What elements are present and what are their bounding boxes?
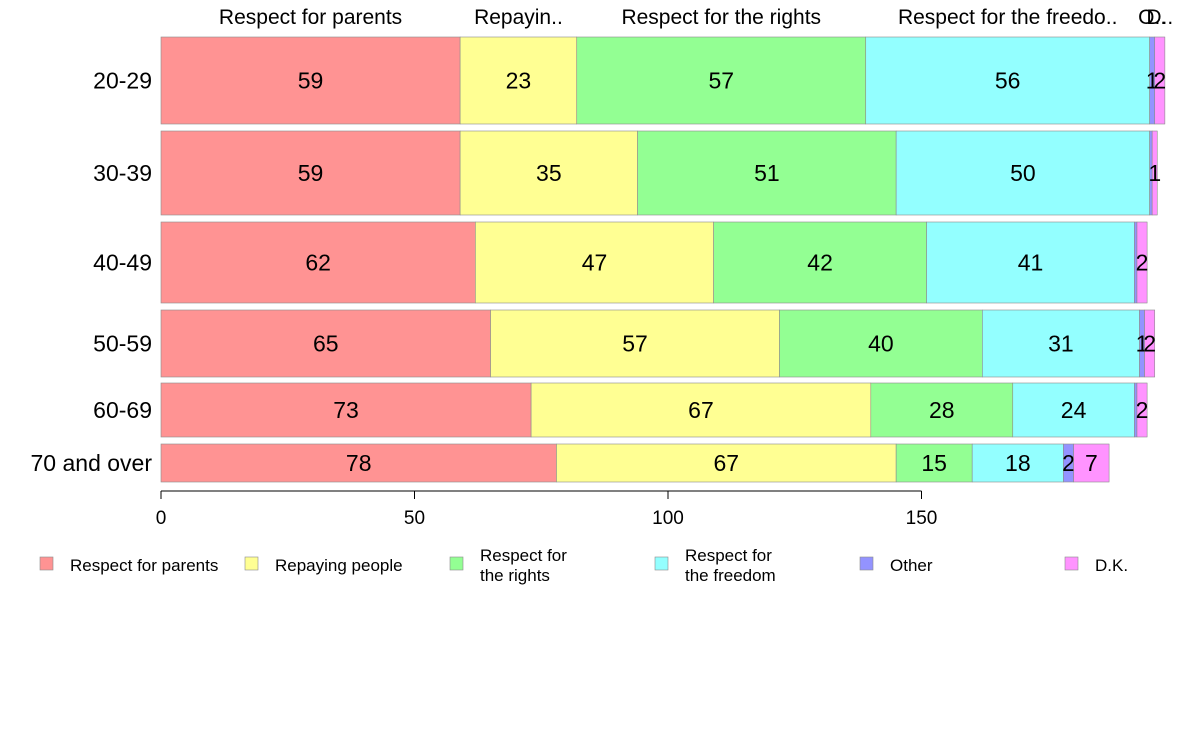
bar-segment [895, 443, 973, 483]
bar-segment [1154, 36, 1166, 125]
bar-segment [160, 309, 491, 378]
category-label: 20-29 [93, 68, 152, 94]
data-label: 2 [1136, 397, 1149, 423]
legend-label: Respect for parents [70, 556, 218, 575]
series-top-label: O.. [1138, 6, 1166, 29]
data-label: 41 [1018, 250, 1044, 276]
bar-segment [1136, 382, 1148, 438]
category-label: 40-49 [93, 250, 152, 276]
bar-segment [1073, 443, 1110, 483]
legend-label: Other [890, 556, 933, 575]
series-top-label: Respect for parents [219, 6, 402, 29]
legend-label: the freedom [685, 566, 776, 585]
data-label: 56 [995, 68, 1021, 94]
bar-segment [160, 221, 476, 304]
data-label: 59 [298, 160, 324, 186]
bar-segment [459, 130, 638, 216]
bar-segment [576, 36, 867, 125]
legend-swatch [449, 556, 464, 571]
legend-label: D.K. [1095, 556, 1128, 575]
data-label: 67 [688, 397, 714, 423]
bar-segment [160, 382, 532, 438]
legend-label: Repaying people [275, 556, 403, 575]
data-label: 23 [506, 68, 532, 94]
bar-segment [1136, 221, 1148, 304]
data-label: 73 [333, 397, 359, 423]
x-tick-label: 100 [652, 508, 684, 529]
data-label: 2 [1143, 331, 1156, 357]
bar-segment [713, 221, 927, 304]
series-top-label: Respect for the freedo.. [898, 6, 1117, 29]
data-label: 59 [298, 68, 324, 94]
data-label: 31 [1048, 331, 1074, 357]
bar-segment [490, 309, 780, 378]
data-label: 40 [868, 331, 894, 357]
data-label: 42 [807, 250, 833, 276]
data-label: 2 [1062, 450, 1075, 476]
data-label: 57 [622, 331, 648, 357]
data-label: 2 [1153, 68, 1166, 94]
x-tick-label: 50 [404, 508, 425, 529]
data-label: 50 [1010, 160, 1036, 186]
bar-segment [556, 443, 897, 483]
data-label: 35 [536, 160, 562, 186]
bar-segment [1012, 382, 1135, 438]
legend-swatch [244, 556, 259, 571]
data-label: 57 [708, 68, 734, 94]
category-label: 30-39 [93, 160, 152, 186]
bar-segment [1151, 130, 1158, 216]
data-label: 28 [929, 397, 955, 423]
data-label: 67 [714, 450, 740, 476]
bar-segment [459, 36, 578, 125]
series-top-label: Repayin.. [474, 6, 563, 29]
bar-segment [160, 443, 557, 483]
x-tick-label: 150 [906, 508, 938, 529]
data-label: 18 [1005, 450, 1031, 476]
bar-segment [530, 382, 872, 438]
legend-swatch [39, 556, 54, 571]
category-label: 60-69 [93, 397, 152, 423]
data-label: 65 [313, 331, 339, 357]
bar-segment [160, 130, 461, 216]
legend-label: Respect for [480, 546, 567, 565]
bar-segment [870, 382, 1014, 438]
bar-segment [779, 309, 983, 378]
bar-segment [475, 221, 714, 304]
data-label: 15 [921, 450, 947, 476]
data-label: 62 [305, 250, 331, 276]
legend-label: the rights [480, 566, 550, 585]
category-label: 50-59 [93, 331, 152, 357]
category-label: 70 and over [31, 450, 153, 476]
legend-label: Respect for [685, 546, 772, 565]
bar-segment [865, 36, 1150, 125]
data-label: 47 [582, 250, 608, 276]
data-label: 7 [1085, 450, 1098, 476]
bar-segment [1144, 309, 1156, 378]
bar-segment [926, 221, 1135, 304]
bar-segment [982, 309, 1140, 378]
series-top-label: Respect for the rights [621, 6, 821, 29]
legend-swatch [654, 556, 669, 571]
legend-swatch [1064, 556, 1079, 571]
data-label: 78 [346, 450, 372, 476]
data-label: 2 [1136, 250, 1149, 276]
data-label: 1 [1148, 160, 1161, 186]
x-tick-label: 0 [156, 508, 167, 529]
legend-swatch [859, 556, 874, 571]
bar-segment [637, 130, 897, 216]
bar-segment [160, 36, 461, 125]
series-top-label: D.. [1146, 6, 1173, 29]
data-label: 24 [1061, 397, 1087, 423]
data-label: 51 [754, 160, 780, 186]
